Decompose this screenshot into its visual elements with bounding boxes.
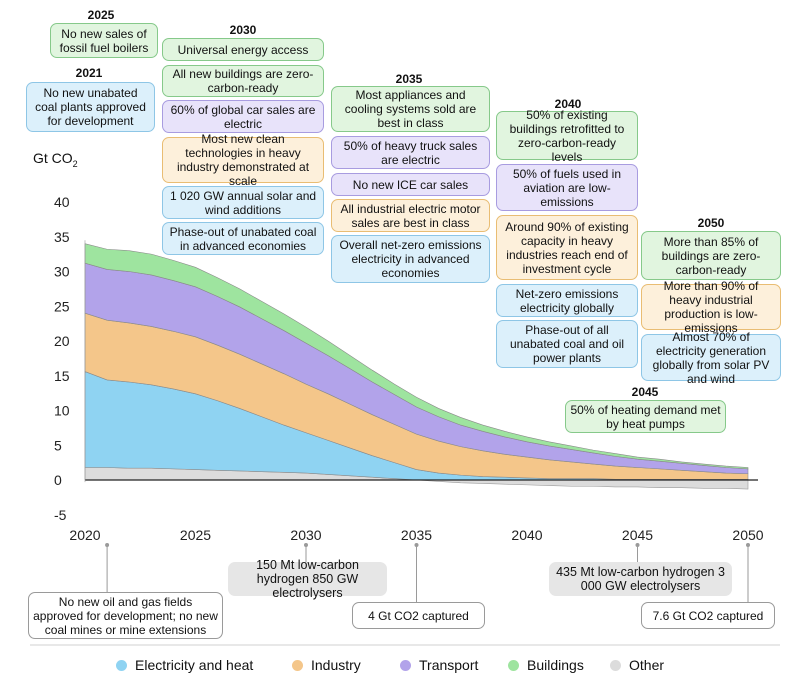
milestone-2040-aviation: 50% of fuels used in aviation are low-em… [496,164,638,211]
milestone-2040-netzero: Net-zero emissions electricity globally [496,284,638,317]
milestone-2025-boilers: No new sales of fossil fuel boilers [50,23,158,58]
y-tick-label: 5 [54,437,62,453]
milestone-2035-motors: All industrial electric motor sales are … [331,199,490,232]
legend-item-industry: Industry [292,657,361,673]
note-hydrogen-2030: 150 Mt low-carbon hydrogen 850 GW electr… [228,558,387,600]
legend-label: Industry [311,657,361,673]
milestone-2050-solar: Almost 70% of electricity generation glo… [641,330,781,386]
milestone-2035-ice: No new ICE car sales [331,173,490,196]
milestone-2030-solar: 1 020 GW annual solar and wind additions [162,186,324,219]
area-buildings [84,243,749,470]
x-tick-label: 2030 [290,527,321,543]
milestone-2040-heavy: Around 90% of existing capacity in heavy… [496,215,638,280]
year-heading-2030: 2030 [229,23,257,37]
y-tick-label: 0 [54,472,62,488]
y-tick-label: 40 [54,194,70,210]
milestone-2021-coal: No new unabated coal plants approved for… [26,82,155,132]
milestone-2050-buildings: More than 85% of buildings are zero-carb… [641,231,781,280]
leader-dot [304,543,308,547]
year-heading-2035: 2035 [395,72,423,86]
year-heading-2025: 2025 [87,8,115,22]
y-tick-label: 30 [54,264,70,280]
y-tick-label: 25 [54,298,70,314]
x-tick-label: 2040 [511,527,542,543]
legend-swatch [116,659,127,671]
leader-dot [746,543,750,547]
legend-label: Other [629,657,665,673]
year-heading-2021: 2021 [75,66,103,80]
milestone-2045-heating: 50% of heating demand met by heat pumps [565,400,726,433]
y-tick-label: 20 [54,333,70,349]
legend-item-buildings: Buildings [508,657,584,673]
legend-swatch [400,659,411,671]
x-tick-label: 2020 [69,527,100,543]
legend-swatch [292,659,303,671]
note-ccs-2035: 4 Gt CO2 captured [352,602,485,629]
year-heading-2045: 2045 [631,385,659,399]
milestone-2040-buildings: 50% of existing buildings retrofitted to… [496,108,638,164]
legend-label: Transport [419,657,479,673]
milestone-2030-coal: Phase-out of unabated coal in advanced e… [162,222,324,255]
legend-item-transport: Transport [400,657,478,673]
milestone-2035-netzero: Overall net-zero emissions electricity i… [331,235,490,283]
milestone-2040-phaseout: Phase-out of all unabated coal and oil p… [496,320,638,368]
y-axis-label: Gt CO2 [33,150,78,169]
y-tick-label: 10 [54,403,70,419]
milestone-2030-buildings: All new buildings are zero-carbon-ready [162,65,324,97]
milestone-2035-appliances: Most appliances and cooling systems sold… [331,86,490,132]
year-heading-2040: 2040 [554,97,582,111]
legend-item-electricity: Electricity and heat [116,657,253,673]
legend-item-other: Other [610,657,664,673]
leader-lines [105,543,750,602]
leader-dot [414,543,419,547]
y-tick-label: -5 [54,507,67,523]
note-oil-gas: No new oil and gas fields approved for d… [28,592,223,639]
note-hydrogen-2045: 435 Mt low-carbon hydrogen 3 000 GW elec… [549,562,732,596]
x-tick-label: 2025 [180,527,211,543]
milestone-2030-cars: 60% of global car sales are electric [162,100,324,133]
x-tick-label: 2035 [401,527,432,543]
legend-swatch [508,659,519,671]
x-tick-label: 2045 [622,527,653,543]
year-heading-2050: 2050 [697,216,725,230]
leader-dot [105,543,110,547]
chart-areas [84,243,749,490]
milestone-2030-industry: Most new clean technologies in heavy ind… [162,132,324,188]
legend-swatch [610,659,621,671]
x-tick-label: 2050 [732,527,763,543]
note-ccs-2050: 7.6 Gt CO2 captured [641,602,775,629]
leader-dot [635,543,640,547]
y-tick-label: 35 [54,229,70,245]
milestone-2050-industry: More than 90% of heavy industrial produc… [641,279,781,335]
legend-label: Buildings [527,657,584,673]
milestone-2030-access: Universal energy access [162,38,324,61]
milestone-2035-trucks: 50% of heavy truck sales are electric [331,136,490,169]
legend-label: Electricity and heat [135,657,254,673]
y-tick-label: 15 [54,368,70,384]
